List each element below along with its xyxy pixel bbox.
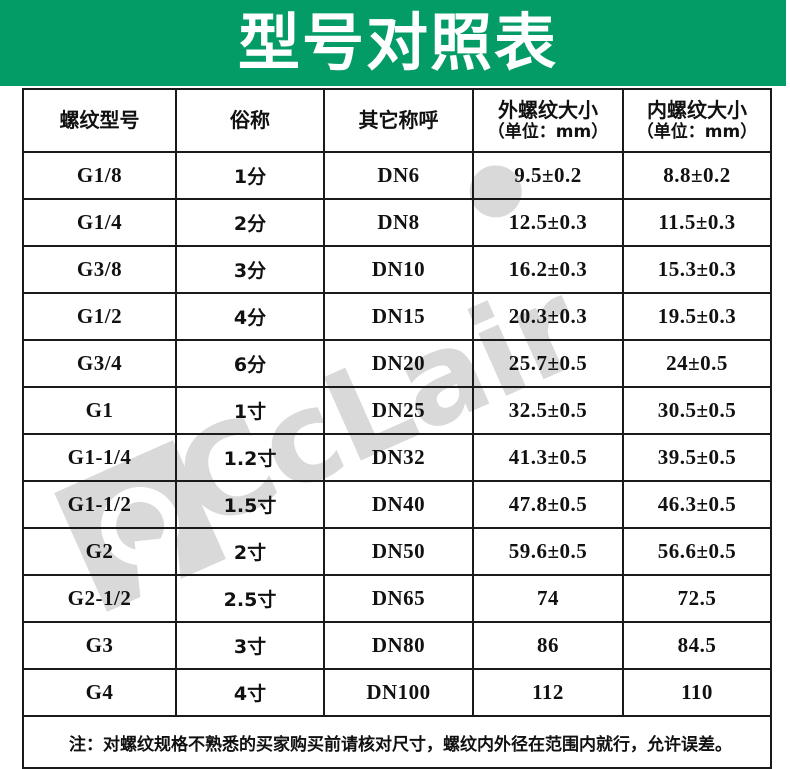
cell-other: DN25 bbox=[323, 386, 474, 435]
cell-thread: G1/8 bbox=[22, 151, 177, 200]
cell-outer: 20.3±0.3 bbox=[472, 292, 624, 341]
cell-common: 3寸 bbox=[175, 621, 325, 670]
spec-table: 螺纹型号 俗称 其它称呼 外螺纹大小 （单位：mm） 内螺纹大小 （单位：mm）… bbox=[22, 88, 772, 769]
table-row: G2-1/2 2.5寸 DN65 74 72.5 bbox=[22, 574, 772, 623]
cell-inner: 15.3±0.3 bbox=[622, 245, 772, 294]
table-row: G1-1/2 1.5寸 DN40 47.8±0.5 46.3±0.5 bbox=[22, 480, 772, 529]
cell-outer: 47.8±0.5 bbox=[472, 480, 624, 529]
title-banner: 型号对照表 bbox=[0, 0, 786, 86]
table-row: G1-1/4 1.2寸 DN32 41.3±0.5 39.5±0.5 bbox=[22, 433, 772, 482]
cell-inner: 19.5±0.3 bbox=[622, 292, 772, 341]
cell-outer: 25.7±0.5 bbox=[472, 339, 624, 388]
cell-common: 2寸 bbox=[175, 527, 325, 576]
cell-outer: 16.2±0.3 bbox=[472, 245, 624, 294]
cell-common: 1.2寸 bbox=[175, 433, 325, 482]
column-header-inner-unit: （单位：mm） bbox=[636, 122, 758, 143]
cell-other: DN100 bbox=[323, 668, 474, 717]
cell-thread: G2 bbox=[22, 527, 177, 576]
footnote-cell: 注：对螺纹规格不熟悉的买家购买前请核对尺寸，螺纹内外径在范围内就行，允许误差。 bbox=[22, 715, 772, 769]
cell-thread: G4 bbox=[22, 668, 177, 717]
cell-inner: 84.5 bbox=[622, 621, 772, 670]
column-header-thread-label: 螺纹型号 bbox=[59, 108, 140, 133]
column-header-thread: 螺纹型号 bbox=[22, 88, 177, 153]
footnote-row: 注：对螺纹规格不熟悉的买家购买前请核对尺寸，螺纹内外径在范围内就行，允许误差。 bbox=[22, 715, 772, 769]
cell-common: 4分 bbox=[175, 292, 325, 341]
table-body: G1/8 1分 DN6 9.5±0.2 8.8±0.2 G1/4 2分 DN8 12.5±0.3… bbox=[22, 151, 772, 717]
cell-inner: 8.8±0.2 bbox=[622, 151, 772, 200]
cell-common: 1分 bbox=[175, 151, 325, 200]
column-header-outer-unit: （单位：mm） bbox=[487, 122, 609, 143]
cell-common: 1寸 bbox=[175, 386, 325, 435]
table-row: G4 4寸 DN100 112 110 bbox=[22, 668, 772, 717]
table-row: G3/8 3分 DN10 16.2±0.3 15.3±0.3 bbox=[22, 245, 772, 294]
cell-outer: 32.5±0.5 bbox=[472, 386, 624, 435]
cell-other: DN6 bbox=[323, 151, 474, 200]
cell-thread: G3/4 bbox=[22, 339, 177, 388]
cell-other: DN8 bbox=[323, 198, 474, 247]
spec-table-container: 螺纹型号 俗称 其它称呼 外螺纹大小 （单位：mm） 内螺纹大小 （单位：mm）… bbox=[22, 88, 772, 769]
cell-inner: 56.6±0.5 bbox=[622, 527, 772, 576]
column-header-inner: 内螺纹大小 （单位：mm） bbox=[622, 88, 772, 153]
cell-outer: 12.5±0.3 bbox=[472, 198, 624, 247]
column-header-outer-label: 外螺纹大小 bbox=[498, 97, 598, 122]
cell-outer: 86 bbox=[472, 621, 624, 670]
cell-outer: 74 bbox=[472, 574, 624, 623]
table-row: G1/2 4分 DN15 20.3±0.3 19.5±0.3 bbox=[22, 292, 772, 341]
cell-inner: 30.5±0.5 bbox=[622, 386, 772, 435]
cell-outer: 59.6±0.5 bbox=[472, 527, 624, 576]
cell-thread: G1-1/2 bbox=[22, 480, 177, 529]
page-title: 型号对照表 bbox=[237, 6, 558, 79]
column-header-inner-label: 内螺纹大小 bbox=[647, 97, 747, 122]
cell-common: 1.5寸 bbox=[175, 480, 325, 529]
cell-other: DN65 bbox=[323, 574, 474, 623]
cell-other: DN50 bbox=[323, 527, 474, 576]
cell-other: DN15 bbox=[323, 292, 474, 341]
cell-outer: 112 bbox=[472, 668, 624, 717]
cell-inner: 46.3±0.5 bbox=[622, 480, 772, 529]
cell-inner: 24±0.5 bbox=[622, 339, 772, 388]
cell-other: DN32 bbox=[323, 433, 474, 482]
cell-thread: G1/4 bbox=[22, 198, 177, 247]
cell-inner: 39.5±0.5 bbox=[622, 433, 772, 482]
cell-thread: G2-1/2 bbox=[22, 574, 177, 623]
column-header-other-label: 其它称呼 bbox=[358, 108, 439, 133]
cell-inner: 72.5 bbox=[622, 574, 772, 623]
cell-thread: G1/2 bbox=[22, 292, 177, 341]
cell-other: DN20 bbox=[323, 339, 474, 388]
cell-outer: 9.5±0.2 bbox=[472, 151, 624, 200]
table-row: G2 2寸 DN50 59.6±0.5 56.6±0.5 bbox=[22, 527, 772, 576]
table-row: G3/4 6分 DN20 25.7±0.5 24±0.5 bbox=[22, 339, 772, 388]
column-header-common-label: 俗称 bbox=[230, 108, 270, 133]
cell-outer: 41.3±0.5 bbox=[472, 433, 624, 482]
column-header-other: 其它称呼 bbox=[323, 88, 474, 153]
cell-inner: 11.5±0.3 bbox=[622, 198, 772, 247]
table-row: G1/4 2分 DN8 12.5±0.3 11.5±0.3 bbox=[22, 198, 772, 247]
cell-common: 2分 bbox=[175, 198, 325, 247]
column-header-common: 俗称 bbox=[175, 88, 325, 153]
table-row: G3 3寸 DN80 86 84.5 bbox=[22, 621, 772, 670]
cell-thread: G3/8 bbox=[22, 245, 177, 294]
cell-thread: G1-1/4 bbox=[22, 433, 177, 482]
table-footer: 注：对螺纹规格不熟悉的买家购买前请核对尺寸，螺纹内外径在范围内就行，允许误差。 bbox=[22, 715, 772, 769]
cell-common: 3分 bbox=[175, 245, 325, 294]
cell-common: 2.5寸 bbox=[175, 574, 325, 623]
cell-other: DN80 bbox=[323, 621, 474, 670]
cell-common: 4寸 bbox=[175, 668, 325, 717]
table-row: G1 1寸 DN25 32.5±0.5 30.5±0.5 bbox=[22, 386, 772, 435]
cell-thread: G1 bbox=[22, 386, 177, 435]
table-row: G1/8 1分 DN6 9.5±0.2 8.8±0.2 bbox=[22, 151, 772, 200]
header-row: 螺纹型号 俗称 其它称呼 外螺纹大小 （单位：mm） 内螺纹大小 （单位：mm） bbox=[22, 88, 772, 153]
cell-common: 6分 bbox=[175, 339, 325, 388]
cell-other: DN10 bbox=[323, 245, 474, 294]
cell-thread: G3 bbox=[22, 621, 177, 670]
cell-other: DN40 bbox=[323, 480, 474, 529]
column-header-outer: 外螺纹大小 （单位：mm） bbox=[472, 88, 624, 153]
table-header: 螺纹型号 俗称 其它称呼 外螺纹大小 （单位：mm） 内螺纹大小 （单位：mm） bbox=[22, 88, 772, 153]
cell-inner: 110 bbox=[622, 668, 772, 717]
